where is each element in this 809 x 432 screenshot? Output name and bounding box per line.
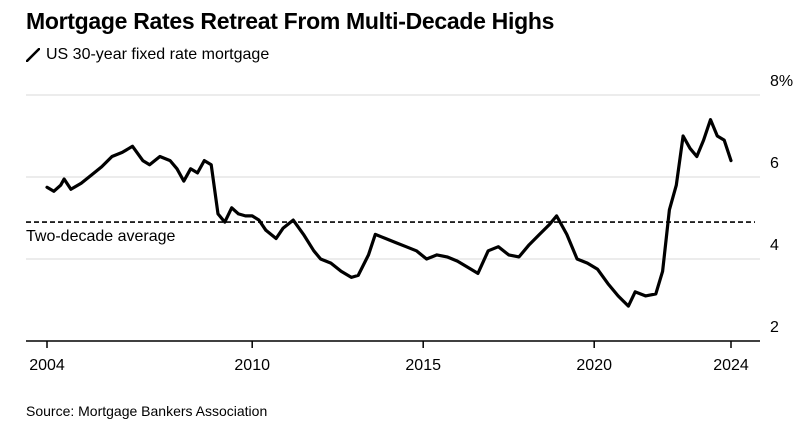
x-axis: 2004 2010 2015 2020 2024 — [26, 340, 760, 374]
x-tick-label-2020: 2020 — [576, 357, 612, 374]
series-line-0 — [45, 117, 733, 308]
x-tick-label-2024: 2024 — [713, 357, 749, 374]
y-tick-label-4: 4 — [770, 237, 779, 254]
legend: US 30-year fixed rate mortgage — [25, 46, 270, 64]
series-group — [45, 117, 733, 308]
line-chart: 2004 2010 2015 2020 2024 2 4 6 8% Two-decade av… — [26, 73, 793, 374]
y-axis: 2 4 6 8% — [770, 73, 793, 336]
diagonal-line-icon — [25, 47, 41, 63]
reference-line-group: Two-decade average — [26, 221, 755, 245]
legend-label: US 30-year fixed rate mortgage — [46, 46, 270, 63]
reference-line-label: Two-decade average — [26, 228, 176, 245]
source-note: Source: Mortgage Bankers Association — [26, 403, 268, 419]
x-tick-label-2004: 2004 — [29, 357, 65, 374]
gridlines — [26, 94, 760, 260]
x-tick-label-2015: 2015 — [405, 357, 441, 374]
y-tick-label-8: 8% — [770, 73, 793, 90]
y-tick-label-2: 2 — [770, 319, 779, 336]
chart-title: Mortgage Rates Retreat From Multi-Decade… — [26, 8, 555, 34]
x-tick-label-2010: 2010 — [234, 357, 270, 374]
y-tick-label-6: 6 — [770, 155, 779, 172]
